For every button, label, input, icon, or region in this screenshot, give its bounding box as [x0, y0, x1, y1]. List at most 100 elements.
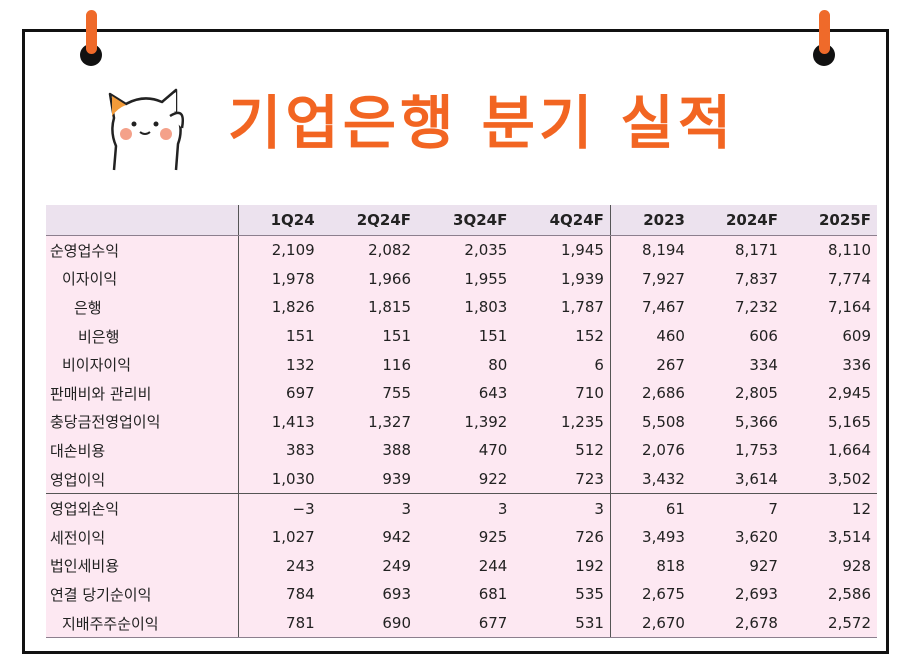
table-cell: 1,815	[368, 298, 412, 317]
table-row: 비은행 151 151 151 152 460 606 609	[46, 321, 877, 351]
row-label: 영업이익	[46, 464, 239, 494]
column-header: 4Q24F	[513, 205, 611, 236]
table-cell: 7,232	[735, 298, 778, 317]
table-cell: 132	[286, 355, 315, 374]
table-cell: 784	[286, 585, 315, 604]
table-cell: 1,392	[464, 412, 508, 431]
table-header-row: 1Q24 2Q24F 3Q24F 4Q24F 2023 2024F 2025F	[46, 205, 877, 236]
table-cell: 7,927	[642, 269, 685, 288]
table-row: 법인세비용 243 249 244 192 818 927 928	[46, 551, 877, 581]
table-cell: 151	[286, 327, 315, 346]
table-cell: 151	[478, 327, 508, 346]
table-cell: 609	[842, 327, 871, 346]
table-cell: 5,366	[735, 412, 778, 431]
row-label: 세전이익	[46, 522, 239, 552]
table-cell: 336	[842, 355, 871, 374]
table-cell: 1,826	[271, 298, 315, 317]
table-row: 비이자이익 132 116 80 6 267 334 336	[46, 350, 877, 379]
table-cell: 818	[656, 556, 685, 575]
table-cell: 470	[478, 441, 508, 460]
row-label: 비이자이익	[46, 350, 239, 379]
table-cell: 939	[382, 470, 412, 489]
row-label: 연결 당기순이익	[46, 580, 239, 609]
row-label: 이자이익	[46, 264, 239, 294]
table-cell: 726	[513, 522, 611, 552]
row-label: 비은행	[46, 321, 239, 351]
row-label: 은행	[46, 293, 239, 322]
table-cell: 1,413	[271, 412, 315, 431]
table-cell: 2,109	[271, 241, 315, 260]
table-cell: 6	[513, 350, 611, 379]
table-cell: 8,171	[735, 241, 778, 260]
table-cell: 383	[286, 441, 315, 460]
table-cell: 606	[749, 327, 778, 346]
table-cell: 755	[382, 384, 412, 403]
table-cell: 7,467	[642, 298, 685, 317]
column-header: 1Q24	[238, 205, 321, 236]
table-cell: 3	[320, 493, 418, 523]
table-cell: 1,753	[735, 441, 778, 460]
table-cell: 927	[749, 556, 778, 575]
table-row: 세전이익 1,027 942 925 726 3,493 3,620 3,514	[46, 522, 877, 552]
table-cell: 925	[478, 528, 508, 547]
table-cell: −3	[238, 493, 321, 523]
table-cell: 3	[417, 493, 514, 523]
table-cell: 2,805	[735, 384, 778, 403]
table-cell: 1,030	[271, 470, 315, 489]
table-cell: 723	[513, 464, 611, 494]
table-cell: 3,620	[735, 528, 778, 547]
right-pin	[819, 10, 830, 54]
table-cell: 681	[478, 585, 508, 604]
table-cell: 61	[610, 493, 691, 523]
table-row: 영업외손익 −3 3 3 3 61 7 12	[46, 493, 877, 523]
table-row: 충당금전영업이익 1,413 1,327 1,392 1,235 5,508 5…	[46, 407, 877, 437]
table-cell: 922	[478, 470, 508, 489]
table-cell: 267	[656, 355, 685, 374]
row-label: 영업외손익	[46, 493, 239, 523]
table-cell: 12	[783, 493, 877, 523]
table-cell: 3,493	[642, 528, 685, 547]
table-cell: 1,955	[464, 269, 508, 288]
table-cell: 7,774	[828, 269, 871, 288]
table-cell: 1,327	[368, 412, 412, 431]
table-cell: 8,110	[828, 241, 871, 260]
table-cell: 2,945	[828, 384, 871, 403]
table-cell: 2,076	[642, 441, 685, 460]
column-header	[46, 205, 239, 236]
table-cell: 3,502	[828, 470, 871, 489]
table-cell: 460	[656, 327, 685, 346]
table-cell: 697	[286, 384, 315, 403]
table-cell: 535	[513, 580, 611, 609]
table-cell: 1,939	[513, 264, 611, 294]
table-cell: 531	[513, 608, 611, 639]
table-cell: 1,978	[271, 269, 315, 288]
table-cell: 1,945	[513, 235, 611, 265]
table-cell: 1,803	[464, 298, 508, 317]
table-cell: 2,686	[642, 384, 685, 403]
table-row: 은행 1,826 1,815 1,803 1,787 7,467 7,232 7…	[46, 293, 877, 322]
table-cell: 1,787	[513, 293, 611, 322]
table-cell: 5,165	[828, 412, 871, 431]
table-cell: 388	[382, 441, 412, 460]
table-cell: 781	[238, 608, 321, 639]
table-cell: 3,432	[642, 470, 685, 489]
table-cell: 693	[382, 585, 412, 604]
column-header: 3Q24F	[417, 205, 514, 236]
table-cell: 151	[382, 327, 412, 346]
table-cell: 1,027	[271, 528, 315, 547]
table-cell: 244	[478, 556, 508, 575]
table-cell: 3	[513, 493, 611, 523]
table-cell: 2,670	[610, 608, 691, 639]
table-cell: 5,508	[642, 412, 685, 431]
table-cell: 677	[417, 608, 514, 639]
column-header: 2023	[610, 205, 691, 236]
row-label: 대손비용	[46, 436, 239, 465]
table-cell: 8,194	[642, 241, 685, 260]
table-row: 연결 당기순이익 784 693 681 535 2,675 2,693 2,5…	[46, 580, 877, 609]
page-title: 기업은행 분기 실적	[228, 89, 736, 157]
row-label: 충당금전영업이익	[46, 407, 239, 437]
row-label: 지배주주순이익	[46, 608, 239, 639]
table-cell: 2,572	[783, 608, 877, 639]
table-cell: 192	[513, 551, 611, 581]
table-cell: 116	[382, 355, 412, 374]
